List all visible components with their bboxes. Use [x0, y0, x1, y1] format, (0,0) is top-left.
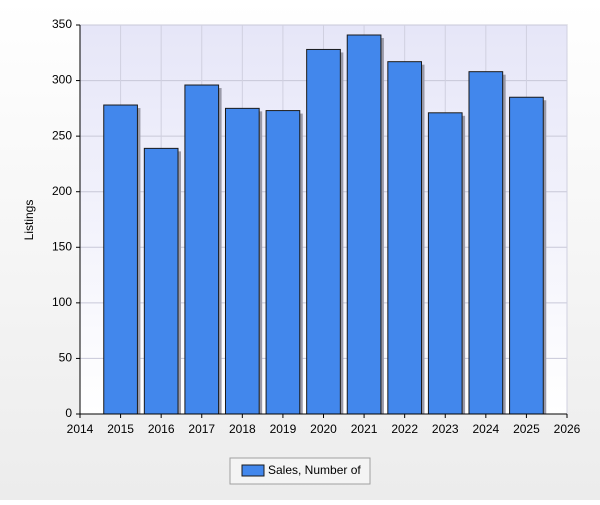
bar [427, 112, 463, 415]
y-tick-label: 250 [52, 128, 72, 142]
x-tick-label: 2026 [554, 422, 581, 436]
bar [143, 147, 179, 415]
x-tick-label: 2018 [229, 422, 256, 436]
y-tick-label: 150 [52, 239, 72, 253]
x-tick-label: 2019 [270, 422, 297, 436]
x-tick-label: 2021 [351, 422, 378, 436]
y-axis-label: Listings [22, 200, 36, 241]
y-tick-label: 300 [52, 73, 72, 87]
x-tick-label: 2023 [432, 422, 459, 436]
x-tick-label: 2016 [148, 422, 175, 436]
bar [346, 34, 382, 415]
x-tick-label: 2017 [188, 422, 215, 436]
bar [224, 107, 260, 415]
x-tick-label: 2020 [310, 422, 337, 436]
y-tick-label: 200 [52, 184, 72, 198]
y-tick-label: 0 [65, 406, 72, 420]
bar [468, 71, 504, 415]
y-tick-label: 350 [52, 17, 72, 31]
x-tick-label: 2015 [107, 422, 134, 436]
x-tick-label: 2014 [67, 422, 94, 436]
bar [184, 84, 220, 415]
x-tick-label: 2022 [391, 422, 418, 436]
bar [387, 61, 423, 415]
bar [265, 110, 301, 415]
legend-label: Sales, Number of [268, 463, 361, 477]
legend-swatch [241, 464, 265, 477]
y-tick-label: 100 [52, 295, 72, 309]
bar [509, 96, 544, 415]
x-tick-label: 2024 [472, 422, 499, 436]
y-tick-label: 50 [59, 351, 73, 365]
bar [306, 48, 341, 415]
bar [103, 104, 138, 415]
x-tick-label: 2025 [513, 422, 540, 436]
